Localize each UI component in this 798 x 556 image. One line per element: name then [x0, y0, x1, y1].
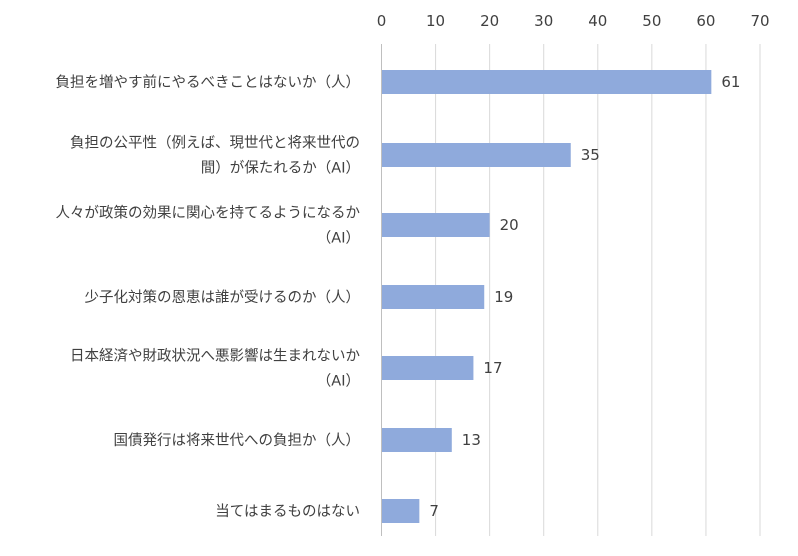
data-label: 35	[581, 146, 600, 164]
category-label: 日本経済や財政状況へ悪影響は生まれないか	[70, 347, 360, 365]
x-axis-ticks: 0 10 20 30 40 50 60 70	[377, 12, 770, 30]
category-label: （AI）	[317, 373, 360, 390]
x-tick-label: 50	[642, 12, 661, 30]
data-label: 19	[494, 288, 513, 306]
x-tick-label: 40	[588, 12, 607, 30]
bar	[381, 499, 420, 523]
category-label: 間）が保たれるか（AI）	[201, 160, 360, 177]
data-label: 17	[483, 359, 502, 377]
bar	[381, 70, 712, 94]
data-label: 20	[500, 216, 519, 234]
category-label: 人々が政策の効果に関心を持てるようになるか	[56, 205, 361, 222]
bar	[381, 428, 452, 452]
bar	[381, 143, 571, 167]
data-label: 7	[429, 502, 439, 520]
bar	[381, 285, 485, 309]
x-tick-label: 60	[696, 12, 715, 30]
x-tick-label: 30	[534, 12, 553, 30]
category-label: 当てはまるものはない	[215, 503, 360, 520]
data-label: 61	[721, 73, 740, 91]
x-tick-label: 70	[750, 12, 769, 30]
category-label: 国債発行は将来世代への負担か（人）	[114, 432, 361, 449]
category-label: （AI）	[317, 230, 360, 247]
bar	[381, 356, 474, 380]
x-tick-label: 20	[480, 12, 499, 30]
data-label: 13	[462, 431, 481, 449]
bar	[381, 213, 490, 237]
gridlines	[435, 44, 761, 536]
category-labels: 負担を増やす前にやるべきことはないか（人） 負担の公平性（例えば、現世代と将来世代…	[56, 74, 361, 520]
x-tick-label: 0	[377, 12, 387, 30]
category-label: 負担を増やす前にやるべきことはないか（人）	[56, 74, 361, 91]
category-label: 負担の公平性（例えば、現世代と将来世代の	[70, 135, 360, 152]
category-label: 少子化対策の恩恵は誰が受けるのか（人）	[85, 289, 361, 306]
bars	[381, 70, 712, 523]
data-labels: 61 35 20 19 17 13 7	[429, 73, 740, 520]
x-tick-label: 10	[426, 12, 445, 30]
